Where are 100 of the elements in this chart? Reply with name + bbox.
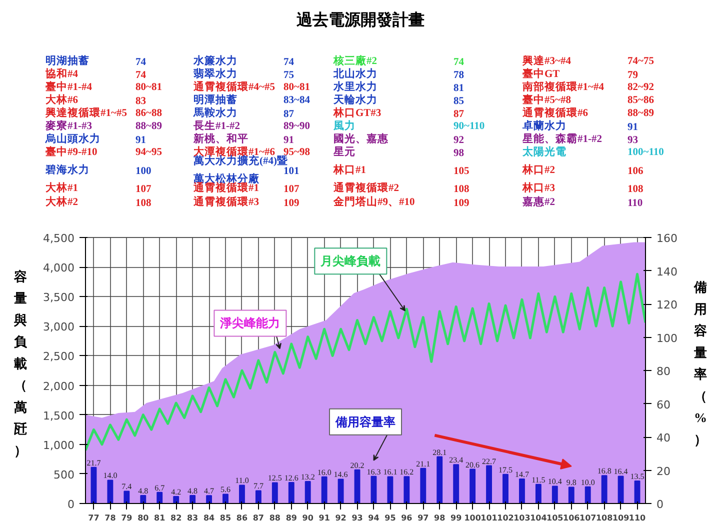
text: 明湖抽蓄 bbox=[46, 54, 90, 67]
bar bbox=[634, 480, 640, 504]
x-tick-label: 88 bbox=[269, 514, 281, 522]
data-label: 7.7 bbox=[253, 482, 264, 491]
text: 林口#3 bbox=[522, 181, 555, 194]
bar bbox=[618, 476, 624, 504]
y2-tick-label: 40 bbox=[656, 432, 670, 444]
text: 83 bbox=[136, 96, 146, 107]
bar bbox=[535, 484, 542, 504]
chart-title: 過去電源開發計畫 bbox=[296, 11, 424, 29]
text: 107 bbox=[284, 184, 300, 195]
text: 馬鞍水力 bbox=[192, 106, 238, 119]
text: 107 bbox=[136, 184, 152, 195]
x-tick-label: 85 bbox=[220, 514, 232, 522]
data-label: 16.1 bbox=[383, 468, 398, 477]
y2-tick-label: 160 bbox=[656, 232, 678, 245]
bar bbox=[107, 480, 114, 504]
text: 碧海水力 bbox=[44, 163, 90, 176]
x-tick-label: 99 bbox=[450, 514, 462, 522]
bar bbox=[190, 495, 196, 504]
x-tick-label: 84 bbox=[203, 514, 216, 522]
y2-tick-label: 0 bbox=[656, 498, 664, 511]
x-tick-label: 101 bbox=[480, 514, 498, 522]
x-tick-label: 95 bbox=[384, 514, 396, 522]
y-tick-label: 500 bbox=[54, 468, 75, 482]
text: 78 bbox=[454, 70, 464, 81]
text: 86~88 bbox=[136, 108, 162, 119]
y2-tick-label: 120 bbox=[656, 298, 678, 312]
text: 興達#3~#4 bbox=[522, 54, 572, 67]
text: 月尖峰負載 bbox=[320, 254, 381, 268]
data-label: 14.7 bbox=[514, 470, 529, 480]
text: 通霄複循環#6 bbox=[522, 106, 588, 119]
text: 臺中#1-#4 bbox=[46, 80, 93, 93]
text: 新桃、和平 bbox=[192, 132, 248, 145]
text: 100~110 bbox=[628, 147, 664, 158]
text: 106 bbox=[628, 166, 644, 177]
text: 74 bbox=[284, 57, 295, 68]
x-tick-label: 94 bbox=[368, 514, 380, 522]
y2-tick-label: 80 bbox=[656, 365, 670, 378]
data-label: 11.5 bbox=[532, 475, 546, 484]
bar bbox=[601, 475, 608, 504]
x-tick-label: 107 bbox=[580, 514, 596, 522]
data-label: 10.0 bbox=[580, 478, 595, 487]
text: 臺中#9-#10 bbox=[46, 145, 98, 158]
text: 98 bbox=[454, 148, 464, 159]
x-tick-label: 80 bbox=[138, 514, 150, 522]
data-label: 16.2 bbox=[400, 468, 414, 477]
y-tick-label: 4,000 bbox=[43, 262, 75, 275]
x-tick-label: 110 bbox=[628, 514, 646, 522]
data-label: 16.4 bbox=[614, 467, 628, 476]
text: 通霄複循環#3 bbox=[192, 195, 259, 208]
x-tick-label: 78 bbox=[104, 514, 116, 522]
bar bbox=[486, 465, 492, 504]
text: 烏山頭水力 bbox=[44, 132, 100, 145]
text: 108 bbox=[454, 184, 470, 195]
data-label: 23.4 bbox=[449, 456, 464, 465]
x-tick-label: 77 bbox=[88, 514, 100, 522]
data-label: 28.1 bbox=[432, 448, 447, 457]
text: 翡翠水力 bbox=[192, 67, 238, 80]
text: 109 bbox=[454, 198, 470, 209]
text: 大林#2 bbox=[46, 195, 78, 208]
x-tick-label: 93 bbox=[352, 514, 363, 522]
data-label: 14.6 bbox=[334, 470, 348, 480]
bar bbox=[404, 476, 410, 504]
data-label: 14.0 bbox=[103, 471, 118, 480]
bar bbox=[173, 496, 180, 504]
x-tick-label: 104 bbox=[530, 514, 548, 522]
text: 北山水力 bbox=[332, 67, 378, 80]
data-label: 10.4 bbox=[548, 477, 562, 486]
bar bbox=[206, 495, 212, 504]
text: 國光、嘉惠 bbox=[334, 132, 390, 145]
x-tick-label: 82 bbox=[170, 514, 182, 522]
bar bbox=[140, 495, 146, 504]
bar bbox=[519, 478, 525, 504]
y-tick-label: 3,500 bbox=[43, 291, 75, 304]
data-label: 5.6 bbox=[220, 485, 230, 494]
text: 協和#4 bbox=[44, 67, 79, 80]
bar bbox=[453, 464, 460, 504]
bar bbox=[272, 482, 278, 504]
text: 80~81 bbox=[136, 82, 162, 93]
text: 卓蘭水力 bbox=[522, 119, 566, 132]
data-label: 13.5 bbox=[630, 472, 644, 482]
x-tick-label: 89 bbox=[286, 514, 298, 522]
text: 星能、森霸#1-#2 bbox=[522, 132, 602, 145]
text: 大林#1 bbox=[46, 181, 78, 194]
data-label: 13.2 bbox=[300, 472, 315, 482]
bar bbox=[338, 478, 344, 504]
x-tick-label: 91 bbox=[318, 514, 330, 522]
x-tick-label: 108 bbox=[596, 514, 614, 522]
x-tick-label: 83 bbox=[186, 514, 198, 522]
text: 91 bbox=[628, 122, 638, 133]
text: 81 bbox=[454, 83, 464, 94]
x-tick-label: 103 bbox=[514, 514, 530, 522]
y2-tick-label: 100 bbox=[656, 332, 678, 345]
text: 83~84 bbox=[284, 95, 311, 106]
text: 109 bbox=[284, 198, 300, 209]
x-tick-label: 79 bbox=[121, 514, 133, 522]
y2-tick-label: 60 bbox=[656, 398, 670, 412]
x-tick-label: 90 bbox=[302, 514, 314, 522]
text: 100 bbox=[136, 166, 152, 177]
